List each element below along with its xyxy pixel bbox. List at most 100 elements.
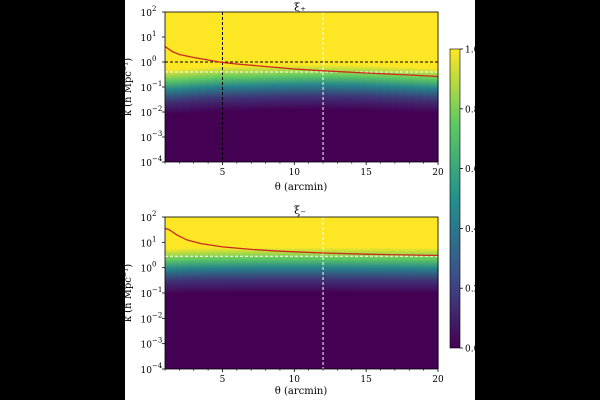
heatmap-xi-minus [165,217,439,369]
ytick-label: 10 [141,265,153,275]
heatmap-cell [221,12,230,162]
heatmap-cell [373,12,383,162]
ytick-exponent: 2 [152,5,156,13]
xtick-label: 10 [289,375,301,385]
heatmap-cell [285,12,295,162]
ytick-label: 10 [141,59,153,69]
heatmap-cell [221,217,230,369]
ytick-exponent: −3 [152,130,162,138]
xtick-label: 5 [220,375,226,385]
heatmap-cell [293,217,303,369]
heatmap-cell [341,12,351,162]
ytick-label: 10 [141,366,153,376]
ytick-label: 10 [141,341,153,351]
ytick-label: 10 [141,239,153,249]
colorbar-tick-label: 0.4 [465,225,480,235]
ytick-exponent: 1 [152,30,156,38]
heatmap-cell [357,217,367,369]
ytick-exponent: −3 [152,337,162,345]
ytick-exponent: 0 [152,261,156,269]
ytick-exponent: 1 [152,235,156,243]
heatmap-cell [181,12,190,162]
heatmap-cell [165,217,174,369]
heatmap-cell [189,12,198,162]
ytick-label: 10 [141,214,153,224]
heatmap-cell [277,217,287,369]
heatmap-cell [197,217,206,369]
heatmap-cell [365,12,375,162]
heatmap-cell [421,217,431,369]
heatmap-cell [317,12,327,162]
heatmap-cell [245,12,254,162]
xlabel-xi-minus: θ (arcmin) [275,386,328,397]
heatmap-cell [317,217,327,369]
ytick-exponent: −4 [152,155,163,163]
heatmap-cell [261,217,270,369]
heatmap-cell [365,217,375,369]
heatmap-cell [389,12,399,162]
heatmap-cell [325,217,335,369]
ytick-label: 10 [141,134,153,144]
heatmap-cell [349,12,359,162]
xtick-label: 15 [360,168,372,178]
ylabel-xi-minus: k (h Mpc⁻¹) [123,264,134,322]
ytick-label: 10 [141,9,153,19]
ytick-exponent: 2 [152,210,156,218]
heatmap-cell [405,12,415,162]
ytick-label: 10 [141,315,153,325]
heatmap-cell [181,217,190,369]
ytick-exponent: 0 [152,55,156,63]
heatmap-cell [277,12,287,162]
overlays-xi-plus [164,12,439,162]
heatmap-cell [333,217,343,369]
xtick-label: 5 [220,168,226,178]
heatmap-cell [197,12,206,162]
heatmap-cell [381,12,391,162]
heatmap-cell [381,217,391,369]
colorbar-gradient [449,48,461,349]
colorbar: 0.0 0.2 0.4 0.6 0.8 1.0 [449,46,480,355]
heatmap-cell [413,12,423,162]
heatmap-cell [229,12,238,162]
heatmap-cell [213,217,222,369]
heatmap-cell [165,12,174,162]
ytick-label: 10 [141,34,153,44]
ytick-exponent: −4 [152,362,163,370]
heatmap-cell [397,217,407,369]
heatmap-cell [397,12,407,162]
heatmap-cell [245,217,254,369]
heatmap-cell [405,217,415,369]
heatmap-cell [253,217,262,369]
heatmap-cell [205,12,214,162]
colorbar-tick-label: 0.2 [465,285,479,295]
colorbar-tick-label: 0.8 [465,105,480,115]
xlabel-xi-plus: θ (arcmin) [275,182,328,193]
xtick-label: 15 [360,375,372,385]
ytick-exponent: −1 [152,80,162,88]
xticks-xi-plus: 5 10 15 20 [164,162,444,178]
xtick-label: 20 [432,375,444,385]
xtick-label: 20 [432,168,444,178]
heatmap-cell [301,217,311,369]
heatmap-cell [333,12,343,162]
ytick-label: 10 [141,290,153,300]
heatmap-cell [253,12,262,162]
ytick-label: 10 [141,84,153,94]
heatmap-cell [325,12,335,162]
heatmap-cell [349,217,359,369]
heatmap-cell [173,217,182,369]
heatmap-xi-plus [165,12,439,162]
overlays-xi-minus [164,217,439,369]
heatmap-cell [269,217,279,369]
xtick-label: 10 [289,168,301,178]
colorbar-ticks: 0.0 0.2 0.4 0.6 0.8 1.0 [460,46,480,355]
heatmap-cell [237,217,246,369]
heatmap-cell [309,12,319,162]
heatmap-cell [389,217,399,369]
heatmap-cell [173,12,182,162]
heatmap-cell [429,217,439,369]
heatmap-cell [413,217,423,369]
